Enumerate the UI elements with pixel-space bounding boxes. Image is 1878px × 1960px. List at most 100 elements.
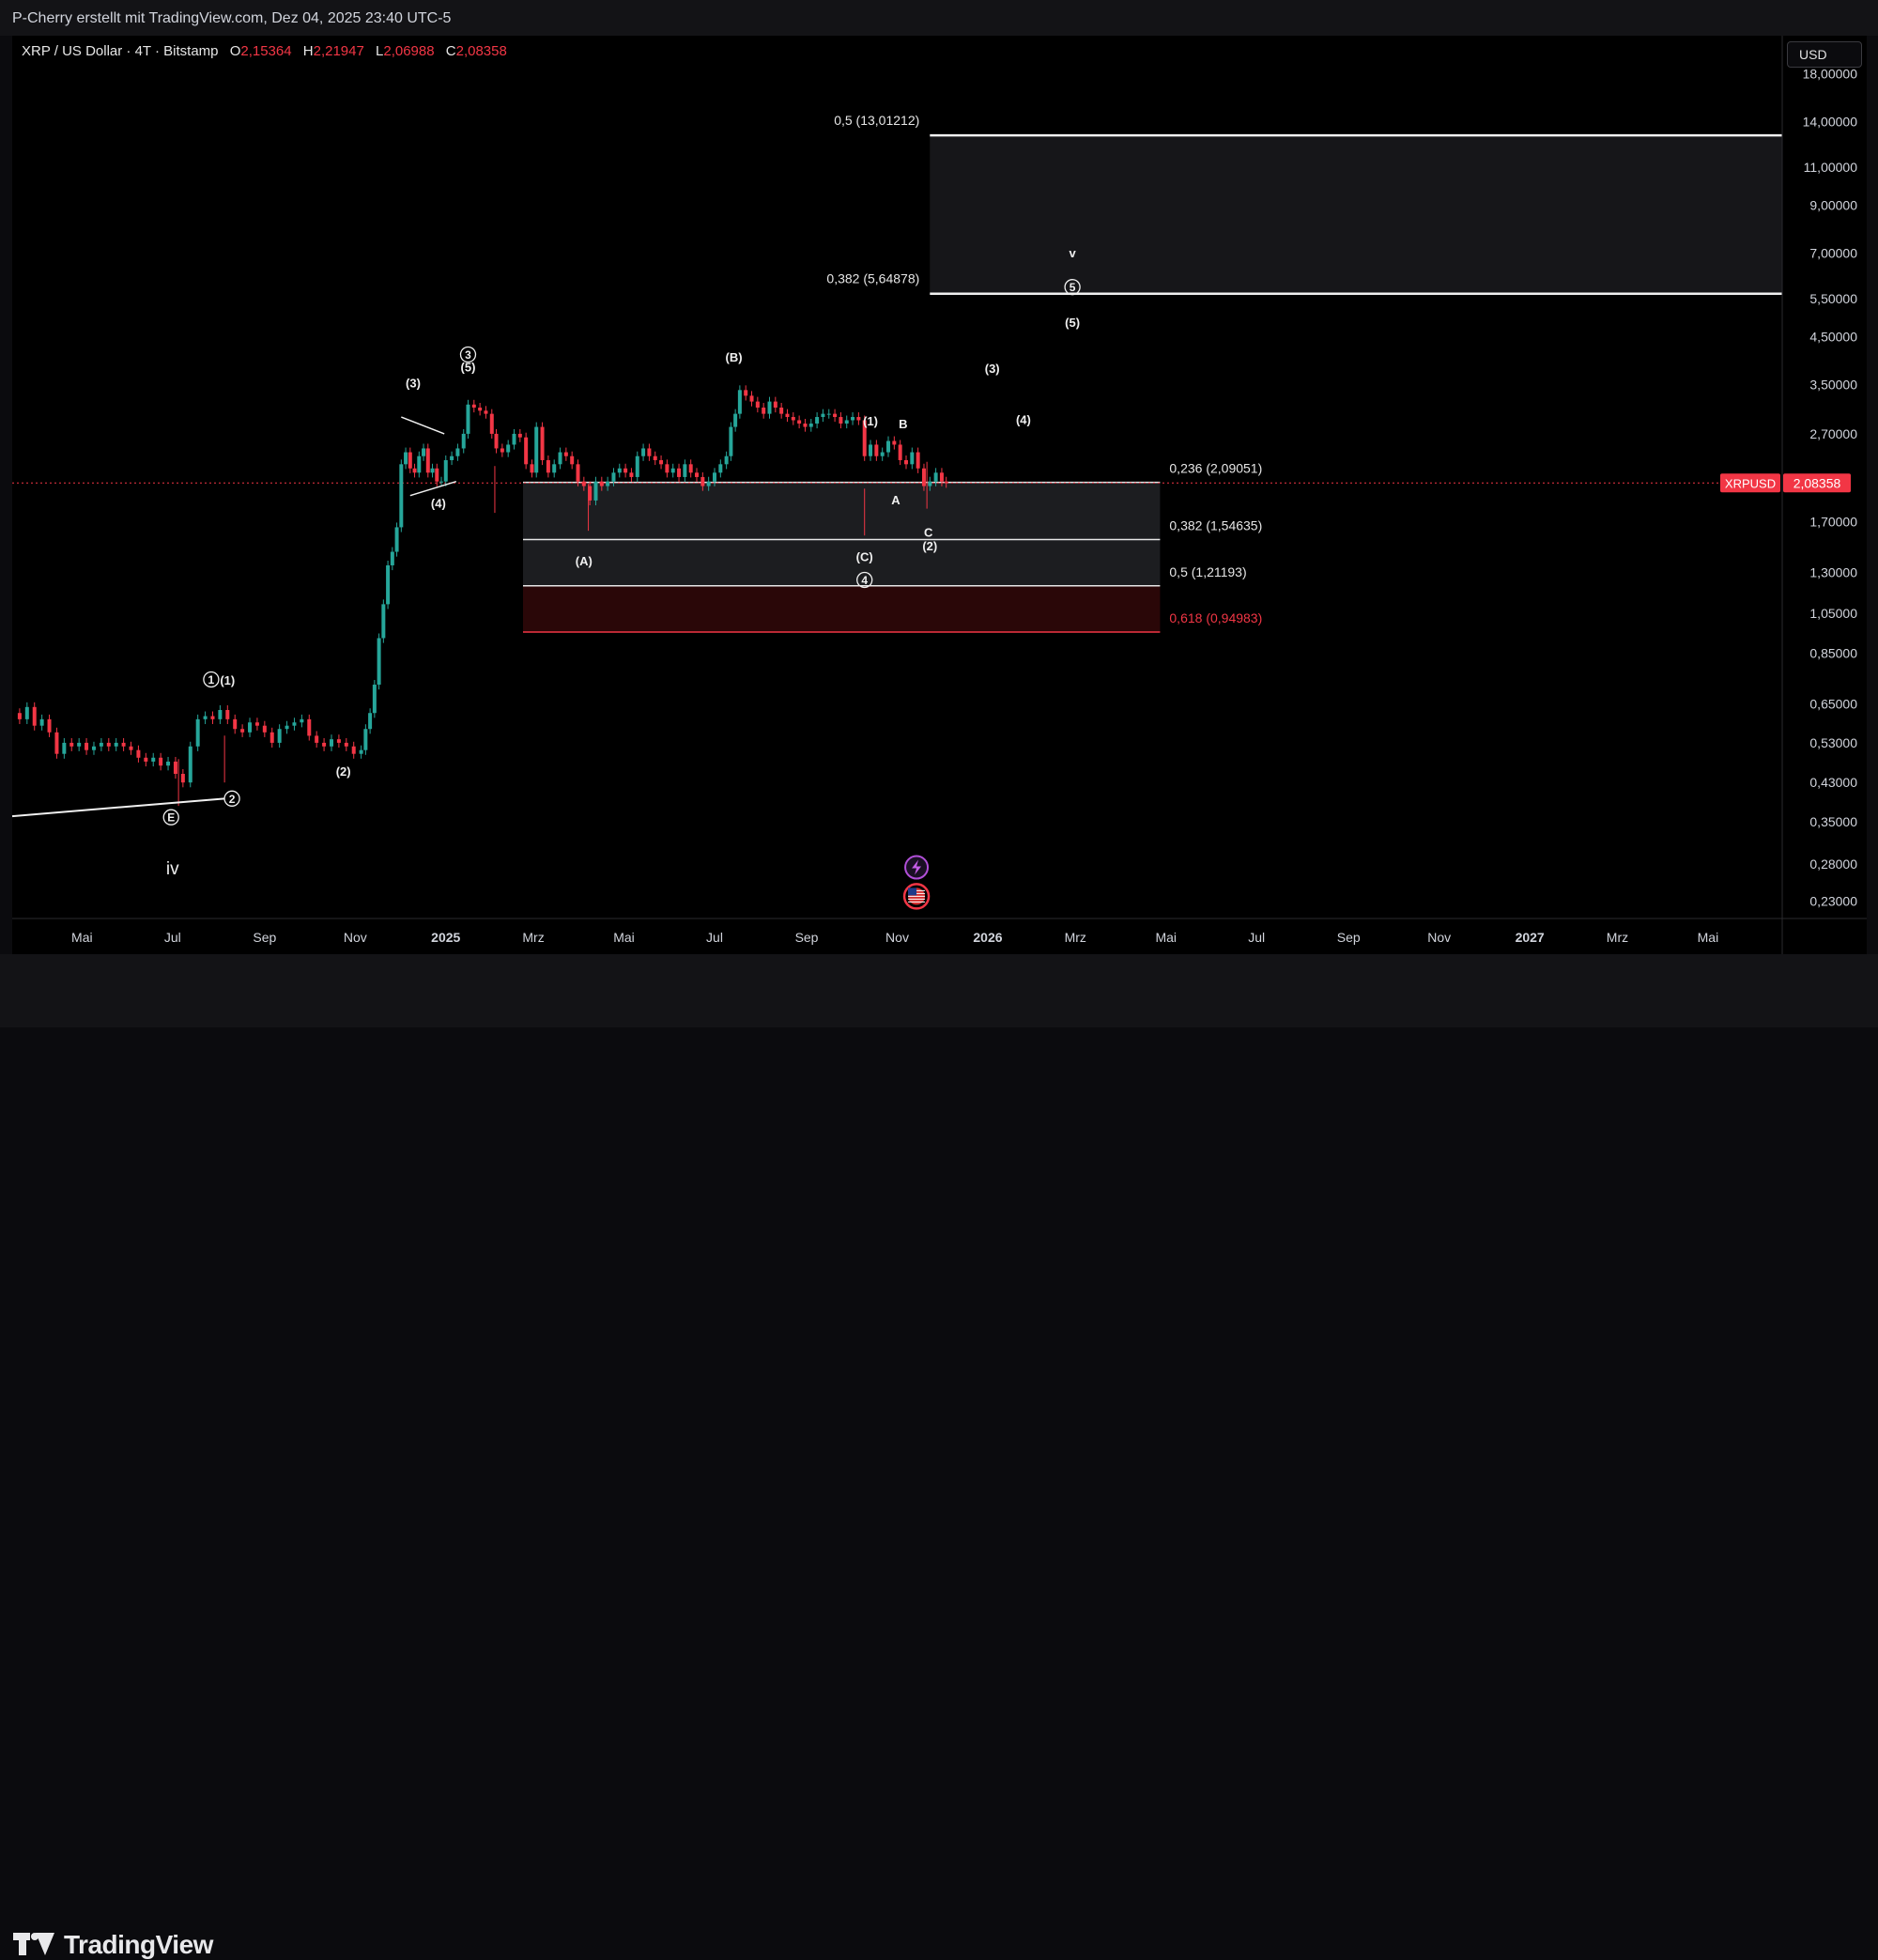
high-value: 2,21947 (313, 43, 364, 59)
chart-canvas[interactable]: 0,236 (2,09051) 0,382 (1,54635) 0,5 (1,211… (0, 0, 1878, 1027)
circled-wave-marker (162, 809, 179, 826)
candle-body (32, 706, 37, 726)
candle-body (933, 472, 938, 482)
candle-body (363, 729, 368, 750)
wave-label: (5) (1065, 316, 1080, 330)
candle-body (791, 417, 795, 421)
candle-body (874, 444, 879, 456)
circled-wave-label: 1 (208, 673, 215, 687)
candle-body (435, 468, 439, 482)
candle-body (869, 444, 873, 456)
wave-label: (2) (336, 764, 351, 779)
open-value: 2,15364 (240, 43, 292, 59)
candle-body (262, 725, 267, 733)
time-tick-label: Nov (344, 930, 367, 945)
candle-body (744, 390, 748, 396)
candle-body (307, 718, 312, 736)
candle-body (99, 742, 103, 747)
candle-body (430, 468, 435, 473)
candle-body (815, 417, 820, 424)
candle-body (180, 773, 185, 783)
candle-body (443, 459, 448, 482)
candle-body (494, 433, 499, 449)
candle-body (173, 761, 177, 774)
wave-label: (5) (461, 361, 476, 375)
candle-body (611, 472, 616, 482)
open-label: O (229, 43, 241, 59)
candle-body (856, 417, 861, 421)
candle-body (724, 455, 729, 465)
candle-body (166, 761, 171, 766)
candle-body (688, 464, 693, 473)
circled-wave-label: 3 (465, 348, 471, 362)
symbol-badge (1720, 473, 1780, 493)
candle-body (665, 464, 670, 473)
fib-zone (522, 585, 1161, 633)
candle-body (606, 481, 610, 486)
candle-body (534, 426, 539, 473)
candle-body (408, 452, 412, 469)
candle-body (635, 455, 639, 477)
candle-body (210, 716, 215, 719)
price-badge-text: 2,08358 (1793, 475, 1841, 490)
price-tick-label: 0,85000 (1809, 645, 1857, 660)
candle-body (737, 390, 742, 414)
time-tick-label: 2025 (431, 930, 460, 945)
candle-body (558, 452, 562, 465)
tradingview-logo: TradingView (13, 1930, 213, 1960)
high-label: H (302, 43, 314, 59)
price-tick-label: 5,50000 (1809, 291, 1857, 306)
candle-body (277, 729, 282, 743)
candle-body (944, 481, 948, 484)
wave-label: (1) (220, 673, 235, 687)
candle-body (826, 413, 831, 415)
time-tick-label: Mai (1155, 930, 1177, 945)
candle-body (450, 455, 454, 460)
candle-body (506, 444, 511, 453)
candle-body (77, 742, 82, 747)
candle-body (629, 472, 634, 477)
candle-body (880, 452, 885, 456)
wave-label: B (899, 417, 907, 431)
candle-body (225, 709, 230, 719)
candle-body (368, 713, 373, 730)
fib-label: 0,618 (0,94983) (1169, 610, 1262, 625)
candle-body (344, 742, 348, 747)
candle-body (653, 455, 657, 460)
candle-body (803, 423, 808, 427)
candle-body (670, 468, 675, 473)
circled-wave-marker (223, 790, 240, 807)
trendline (11, 797, 225, 818)
fib-label: 0,382 (1,54635) (1169, 518, 1262, 533)
candle-body (617, 468, 622, 473)
candle-body (797, 420, 802, 424)
candle-body (851, 417, 855, 421)
candle-body (359, 749, 363, 754)
price-tick-label: 0,23000 (1809, 894, 1857, 909)
wave-label: C (924, 525, 933, 539)
candle-body (773, 401, 777, 408)
price-badge (1783, 473, 1851, 493)
fib-zone (522, 539, 1161, 586)
candle-body (886, 440, 891, 453)
candle-body (706, 481, 711, 486)
currency-button[interactable]: USD (1787, 41, 1862, 68)
time-tick-label: Mai (613, 930, 635, 945)
candle-body (377, 638, 381, 686)
candle-body (47, 718, 52, 733)
symbol-legend: XRP / US Dollar · 4T · Bitstamp O2,15364… (22, 43, 507, 59)
candle-body (151, 757, 156, 762)
candle-body (91, 746, 96, 750)
candle-body (54, 732, 59, 754)
price-tick-label: 0,65000 (1809, 697, 1857, 712)
candle-body (641, 448, 646, 456)
candle-body (910, 452, 915, 465)
candle-body (623, 468, 628, 473)
price-tick-label: 1,30000 (1809, 565, 1857, 580)
price-tick-label: 14,00000 (1803, 114, 1858, 129)
time-tick-label: 2027 (1516, 930, 1545, 945)
candle-body (336, 739, 341, 743)
candle-body (422, 448, 426, 456)
candle-body (903, 459, 908, 465)
candle-body (386, 564, 391, 605)
